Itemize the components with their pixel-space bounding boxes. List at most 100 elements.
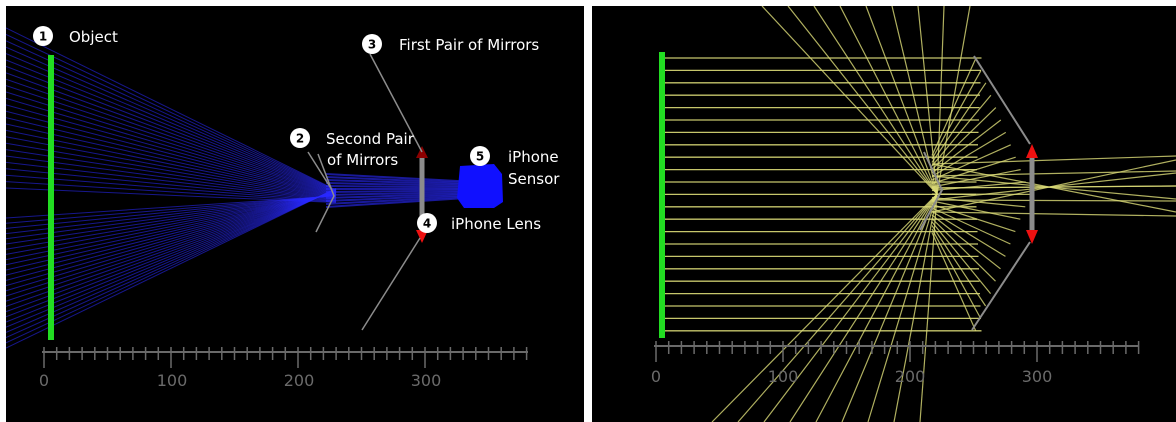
light-ray: [931, 225, 987, 307]
light-ray: [6, 149, 337, 200]
light-ray: [6, 194, 337, 245]
light-ray: [6, 117, 337, 198]
callout-object: 1 Object: [33, 26, 118, 46]
light-ray: [931, 107, 997, 170]
light-ray: [6, 192, 337, 276]
light-ray: [763, 193, 938, 422]
second-mirror-pair: [919, 151, 944, 231]
light-ray: [931, 221, 992, 294]
light-ray: [6, 27, 337, 191]
light-ray: [867, 193, 938, 422]
ruler-label-200: 200: [895, 367, 926, 386]
light-ray: [931, 200, 1021, 220]
light-ray: [6, 195, 337, 224]
light-ray: [6, 191, 337, 287]
ruler-label-100: 100: [157, 371, 188, 390]
callout-badge-4: [417, 213, 437, 233]
light-ray: [6, 188, 337, 339]
callout-number-4: 4: [423, 217, 431, 231]
light-ray: [6, 189, 337, 318]
light-ray: [919, 193, 938, 422]
light-ray: [325, 182, 477, 188]
object-bar: [48, 55, 54, 340]
light-ray: [325, 195, 477, 205]
light-ray: [841, 193, 938, 422]
light-ray: [931, 159, 1176, 213]
light-ray: [931, 207, 1011, 245]
light-ray: [931, 211, 1176, 217]
callout-iphone-sensor: 5 iPhone Sensor: [470, 146, 560, 188]
second-mirrors-label-line1: Second Pair: [326, 130, 415, 148]
object-label: Object: [69, 28, 118, 46]
light-ray: [6, 53, 337, 193]
iphone-sensor-label-line1: iPhone: [508, 148, 559, 166]
light-ray: [936, 6, 945, 195]
light-ray: [6, 136, 337, 199]
light-ray: [6, 189, 337, 323]
iphone-lens: [1026, 144, 1038, 244]
leader-line-second-mirrors: [307, 151, 333, 191]
left-ray-bundle: [6, 27, 477, 349]
light-ray: [325, 193, 477, 202]
callout-number-2: 2: [296, 132, 304, 146]
light-ray: [6, 192, 337, 266]
light-ray: [6, 72, 337, 194]
light-ray: [6, 174, 337, 202]
light-ray: [6, 85, 337, 195]
light-ray: [325, 176, 477, 185]
first-mirrors-label: First Pair of Mirrors: [399, 36, 539, 54]
light-ray: [737, 193, 938, 422]
light-ray: [325, 173, 477, 183]
light-ray: [325, 179, 477, 186]
light-ray: [6, 195, 337, 219]
light-ray: [815, 193, 938, 422]
light-ray: [6, 123, 337, 198]
ruler-label-300: 300: [1022, 367, 1053, 386]
ruler-label-300: 300: [411, 371, 442, 390]
object-bar: [659, 52, 665, 338]
light-ray: [6, 188, 337, 349]
ruler-label-0: 0: [651, 367, 661, 386]
light-ray: [6, 78, 337, 195]
light-ray: [6, 65, 337, 194]
right-diagram-panel: 0 100 200 300: [592, 6, 1176, 422]
light-ray: [789, 193, 938, 422]
light-ray: [6, 190, 337, 313]
light-ray: [6, 191, 337, 292]
light-ray: [931, 94, 992, 167]
light-ray: [931, 214, 1001, 270]
light-ray: [6, 190, 337, 307]
callout-first-mirrors: 3 First Pair of Mirrors: [362, 34, 539, 54]
light-ray: [6, 181, 337, 203]
second-mirror-pair: [315, 153, 335, 233]
light-ray: [6, 40, 337, 192]
light-ray: [917, 6, 938, 195]
ruler-label-100: 100: [768, 367, 799, 386]
left-diagram-panel: 0 100 200 300 1 Object 2 Second Pair of …: [6, 6, 584, 422]
callout-second-mirrors: 2 Second Pair of Mirrors: [290, 128, 415, 169]
light-ray: [6, 189, 337, 328]
light-ray: [6, 142, 337, 200]
light-ray: [711, 193, 938, 422]
right-ray-bundle: [665, 6, 1176, 422]
light-ray: [6, 59, 337, 193]
leader-line-first-mirrors: [369, 53, 423, 153]
light-ray: [6, 168, 337, 202]
light-ray: [931, 155, 1176, 165]
light-ray: [931, 170, 1176, 177]
light-ray: [6, 193, 337, 250]
light-ray: [6, 191, 337, 281]
light-ray: [6, 193, 337, 261]
light-ray: [6, 188, 337, 333]
light-ray: [931, 70, 982, 160]
leader-line-lens: [361, 237, 421, 331]
first-mirror-lower: [971, 241, 1031, 331]
light-ray: [6, 192, 337, 271]
callout-badge-5: [470, 146, 490, 166]
light-ray: [6, 191, 337, 297]
ruler-label-200: 200: [284, 371, 315, 390]
right-ruler: [654, 341, 1140, 362]
iphone-sensor: [457, 164, 503, 208]
light-ray: [787, 6, 938, 195]
ruler-label-0: 0: [39, 371, 49, 390]
